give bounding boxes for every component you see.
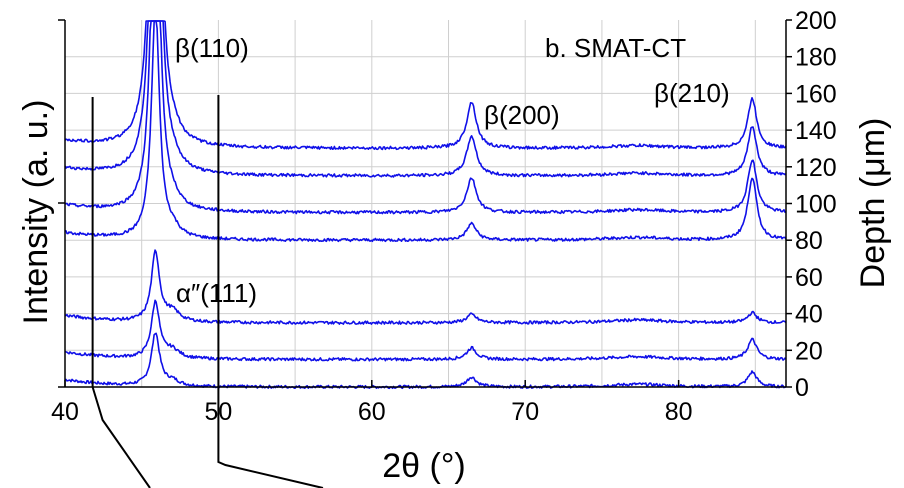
xrd-series-line bbox=[64, 20, 787, 151]
y-right-tick-label: 180 bbox=[795, 44, 837, 72]
y-right-tick-label: 140 bbox=[795, 117, 837, 145]
xrd-series-line bbox=[64, 249, 787, 325]
zoom-connector-line bbox=[91, 386, 151, 488]
x-tick-label: 70 bbox=[511, 398, 539, 426]
x-tick-label: 60 bbox=[358, 398, 386, 426]
peak-label-alpha111: α″(111) bbox=[176, 278, 257, 308]
grid-lines bbox=[65, 20, 786, 387]
region-marker-lines bbox=[91, 95, 324, 488]
y-right-tick-label: 200 bbox=[795, 7, 837, 35]
y-right-tick-label: 0 bbox=[795, 374, 809, 402]
y-right-tick-label: 40 bbox=[795, 301, 823, 329]
xrd-series-group bbox=[64, 20, 787, 390]
x-axis-title: 2θ (°) bbox=[382, 447, 466, 485]
x-tick-label: 40 bbox=[51, 398, 79, 426]
xrd-series-line bbox=[64, 20, 787, 215]
xrd-series-line bbox=[64, 20, 787, 178]
right-y-axis-title: Depth (μm) bbox=[854, 118, 892, 289]
y-right-tick-label: 160 bbox=[795, 80, 837, 108]
chart-title: b. SMAT-CT bbox=[545, 33, 686, 63]
x-tick-label: 80 bbox=[665, 398, 693, 426]
peak-label-beta210: β(210) bbox=[654, 78, 730, 108]
y-right-tick-label: 120 bbox=[795, 154, 837, 182]
y-right-tick-label: 20 bbox=[795, 337, 823, 365]
zoom-connector-line bbox=[217, 387, 324, 488]
left-y-axis-title: Intensity (a. u.) bbox=[17, 100, 55, 325]
peak-label-beta200: β(200) bbox=[484, 100, 560, 130]
xrd-series-line bbox=[64, 299, 787, 362]
y-right-tick-label: 80 bbox=[795, 227, 823, 255]
peak-label-beta110: β(110) bbox=[175, 33, 249, 63]
x-tick-labels: 40 50 60 70 80 bbox=[51, 380, 693, 426]
y-right-tick-labels: 0 20 40 60 80 100 120 140 160 180 200 bbox=[786, 7, 837, 402]
y-right-tick-label: 100 bbox=[795, 191, 837, 219]
y-right-tick-label: 60 bbox=[795, 264, 823, 292]
xrd-series-line bbox=[64, 20, 787, 243]
xrd-series-line bbox=[64, 332, 787, 390]
